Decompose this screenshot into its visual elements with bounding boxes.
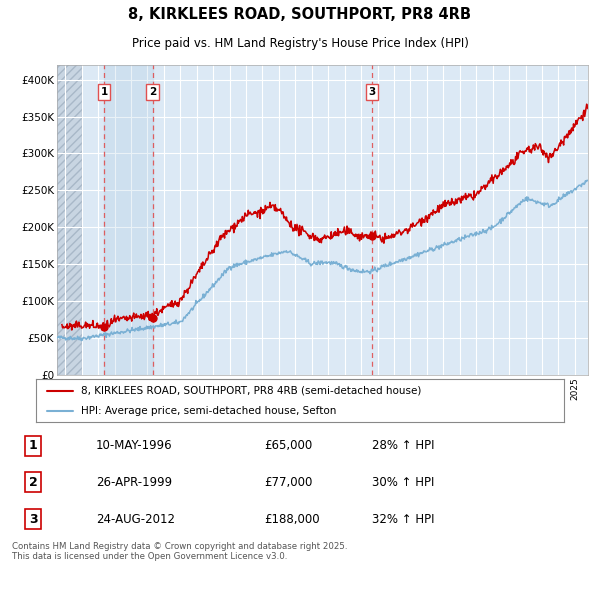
- Text: 3: 3: [368, 87, 376, 97]
- Text: 3: 3: [29, 513, 37, 526]
- Text: Contains HM Land Registry data © Crown copyright and database right 2025.
This d: Contains HM Land Registry data © Crown c…: [12, 542, 347, 561]
- Text: Price paid vs. HM Land Registry's House Price Index (HPI): Price paid vs. HM Land Registry's House …: [131, 37, 469, 50]
- Text: 26-APR-1999: 26-APR-1999: [96, 476, 172, 489]
- Text: £77,000: £77,000: [264, 476, 313, 489]
- Text: 2: 2: [149, 87, 157, 97]
- Text: 2: 2: [29, 476, 37, 489]
- Text: £65,000: £65,000: [264, 439, 312, 452]
- Text: 1: 1: [29, 439, 37, 452]
- Text: 1: 1: [101, 87, 108, 97]
- Text: £188,000: £188,000: [264, 513, 320, 526]
- Text: 8, KIRKLEES ROAD, SOUTHPORT, PR8 4RB (semi-detached house): 8, KIRKLEES ROAD, SOUTHPORT, PR8 4RB (se…: [81, 386, 421, 396]
- Text: 32% ↑ HPI: 32% ↑ HPI: [372, 513, 434, 526]
- Text: 24-AUG-2012: 24-AUG-2012: [96, 513, 175, 526]
- Text: 10-MAY-1996: 10-MAY-1996: [96, 439, 173, 452]
- Text: 30% ↑ HPI: 30% ↑ HPI: [372, 476, 434, 489]
- Bar: [104, 65, 152, 375]
- Text: 28% ↑ HPI: 28% ↑ HPI: [372, 439, 434, 452]
- Text: HPI: Average price, semi-detached house, Sefton: HPI: Average price, semi-detached house,…: [81, 407, 336, 416]
- Text: 8, KIRKLEES ROAD, SOUTHPORT, PR8 4RB: 8, KIRKLEES ROAD, SOUTHPORT, PR8 4RB: [128, 6, 472, 21]
